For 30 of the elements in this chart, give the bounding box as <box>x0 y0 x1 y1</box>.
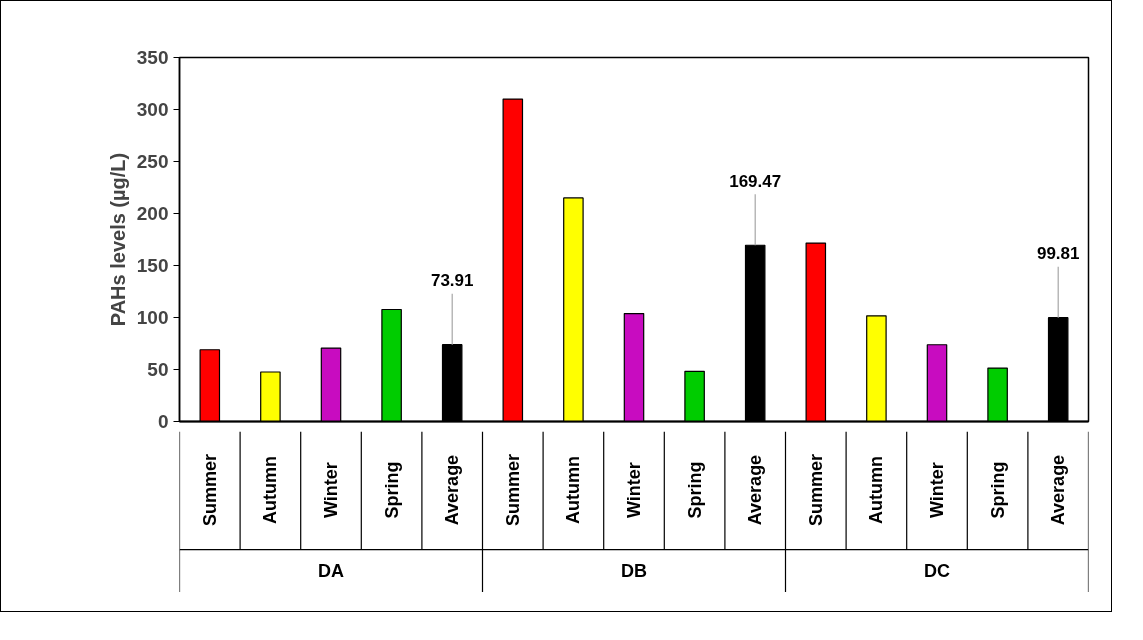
x-tick-label: Summer <box>199 454 220 527</box>
data-label: 99.81 <box>1036 244 1080 264</box>
x-tick-label: Average <box>745 454 766 526</box>
x-tick-label: Average <box>442 454 463 526</box>
x-tick-label: Summer <box>805 454 826 527</box>
x-tick-label: Winter <box>624 462 644 518</box>
x-tick-label: Autumn <box>260 456 281 525</box>
x-tick-label: Spring <box>381 461 402 519</box>
x-tick-label: Autumn <box>866 456 887 525</box>
y-tick-label: 250 <box>136 151 169 172</box>
y-axis-title: PAHs levels (µg/L) <box>106 152 129 327</box>
x-tick-label: Summer <box>502 454 523 527</box>
x-tick-label: Winter <box>321 462 341 518</box>
x-tick-label: Autumn <box>563 456 584 525</box>
data-label: 169.47 <box>729 172 782 192</box>
y-tick-label: 150 <box>136 255 169 276</box>
x-tick-label: Average <box>1048 454 1069 526</box>
y-tick-label: 100 <box>136 307 169 328</box>
y-tick-label: 300 <box>136 99 169 120</box>
y-tick-label: 200 <box>136 203 169 224</box>
data-label: 73.91 <box>430 271 474 291</box>
text: DB <box>621 561 647 582</box>
y-tick-label: 0 <box>157 411 169 432</box>
x-tick-label: Winter <box>927 462 947 518</box>
y-tick-label: 50 <box>147 359 169 380</box>
text: DA <box>318 561 344 582</box>
text: DC <box>924 561 950 582</box>
x-tick-label: Spring <box>684 461 705 519</box>
x-tick-label: Spring <box>987 461 1008 519</box>
y-tick-label: 350 <box>136 47 169 68</box>
